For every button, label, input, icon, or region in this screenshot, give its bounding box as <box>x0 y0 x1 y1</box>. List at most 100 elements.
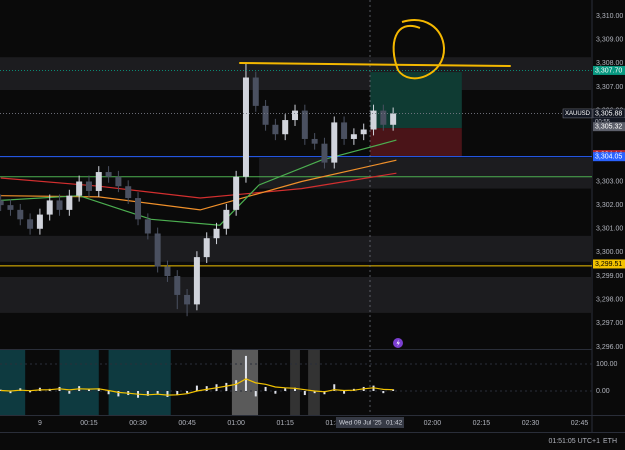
osc-bar <box>107 391 110 395</box>
price-flag-label: 3,307.70 <box>595 67 622 74</box>
y-tick-label: 3,300.00 <box>596 249 623 256</box>
osc-bar <box>87 389 90 392</box>
y-tick-label: 3,298.00 <box>596 297 623 304</box>
y-tick-label: 3,303.00 <box>596 178 623 185</box>
price-flag-label: 3,305.88 <box>595 110 622 117</box>
x-tick-label: 02:15 <box>473 420 491 427</box>
position-stop <box>370 128 462 156</box>
candle-body <box>66 195 73 210</box>
candle-body <box>370 110 377 130</box>
osc-bar <box>254 391 257 397</box>
candle-body <box>242 77 249 177</box>
osc-zone <box>108 350 171 415</box>
candle-body <box>154 233 161 267</box>
osc-bar <box>343 391 346 394</box>
y-tick-label: 3,309.00 <box>596 37 623 44</box>
candle-body <box>135 198 142 220</box>
osc-bar <box>68 391 71 394</box>
session[interactable]: ETH <box>603 438 617 445</box>
y-tick-label: 3,310.00 <box>596 13 623 20</box>
y-tick-label: 3,299.00 <box>596 273 623 280</box>
osc-bar <box>274 391 277 394</box>
x-tick-label: 00:45 <box>178 420 196 427</box>
overlay: 3,307.703,305.88XAUUSD00:553,305.323,304… <box>0 65 625 428</box>
osc-zone <box>308 350 320 415</box>
candle-body <box>203 238 210 258</box>
candle-body <box>105 172 112 177</box>
candle-body <box>390 113 397 125</box>
osc-bar <box>244 355 247 392</box>
drawn-ellipse <box>392 19 446 80</box>
osc-bar <box>176 391 179 396</box>
candle-body <box>46 200 53 215</box>
candle-body <box>144 219 151 234</box>
drawn-line <box>239 62 511 67</box>
candle-body <box>125 186 132 199</box>
y-tick-label: 3,307.00 <box>596 84 623 91</box>
candle-body <box>262 105 269 125</box>
candle-body <box>233 176 240 210</box>
status-time: 01:51:05 UTC+1 <box>548 438 600 445</box>
osc-bar <box>29 391 32 393</box>
osc-zone <box>59 350 99 415</box>
candle-body <box>56 200 63 210</box>
price-flag <box>593 152 625 162</box>
osc-bar <box>235 380 238 392</box>
countdown-bg <box>593 117 625 126</box>
event-icon-bolt <box>396 339 400 347</box>
osc-bar <box>97 388 100 392</box>
x-tick-label: 01:15 <box>276 420 294 427</box>
osc-bar <box>284 388 287 392</box>
y-tick-label: 3,308.00 <box>596 60 623 67</box>
candle-body <box>350 134 357 139</box>
crosshair-label-bg <box>336 417 404 428</box>
price-flag <box>593 65 625 75</box>
osc-bar <box>186 391 189 394</box>
candle-body <box>282 120 289 135</box>
candle-body <box>184 294 191 305</box>
osc-bar <box>205 386 208 392</box>
price-flag-label: 3,299.51 <box>595 261 622 268</box>
osc-bar <box>323 391 326 395</box>
signal-line <box>0 378 394 396</box>
x-tick-label: 01:30 <box>326 420 344 427</box>
crosshair-date: Wed 09 Jul '25 <box>339 420 382 427</box>
osc-tick-label: 100.00 <box>596 361 618 368</box>
osc-bar <box>382 391 385 394</box>
symbol-tag-label: XAUUSD <box>565 111 591 117</box>
osc-tick-label: 0.00 <box>596 388 610 395</box>
candle-body <box>301 110 308 139</box>
x-tick-label: 02:00 <box>424 420 442 427</box>
plot: 3,296.00 3,297.00 3,298.00 3,299.00 3,300.00… <box>0 13 623 427</box>
osc-zone <box>0 350 26 415</box>
price-flag-label: 3,304.05 <box>595 154 622 161</box>
candle-body <box>252 77 259 106</box>
x-tick-label: 02:45 <box>571 420 589 427</box>
y-tick-label: 3,296.00 <box>596 344 623 351</box>
osc-bar <box>9 391 12 394</box>
candle-body <box>272 124 279 135</box>
osc-bar <box>294 387 297 392</box>
moving-average <box>0 172 397 199</box>
x-tick-label: 02:30 <box>522 420 540 427</box>
candle-body <box>223 209 230 229</box>
price-flag <box>593 122 625 132</box>
crosshair-time: 01:42 <box>386 420 403 427</box>
candle-body <box>321 143 328 163</box>
osc-bar <box>117 391 120 397</box>
candle-body <box>95 172 102 191</box>
candle-body <box>341 122 348 139</box>
osc-zone <box>290 350 300 415</box>
x-tick-label: 01:00 <box>227 420 245 427</box>
candle-body <box>17 209 24 220</box>
zone <box>0 235 592 262</box>
candle-body <box>174 276 181 295</box>
candle-body <box>331 122 338 163</box>
osc-bar <box>392 389 395 392</box>
osc-bar <box>146 391 149 396</box>
osc-bar <box>264 386 267 392</box>
candle-body <box>85 181 92 191</box>
symbol-tag <box>562 108 593 119</box>
candle-body <box>380 110 387 125</box>
